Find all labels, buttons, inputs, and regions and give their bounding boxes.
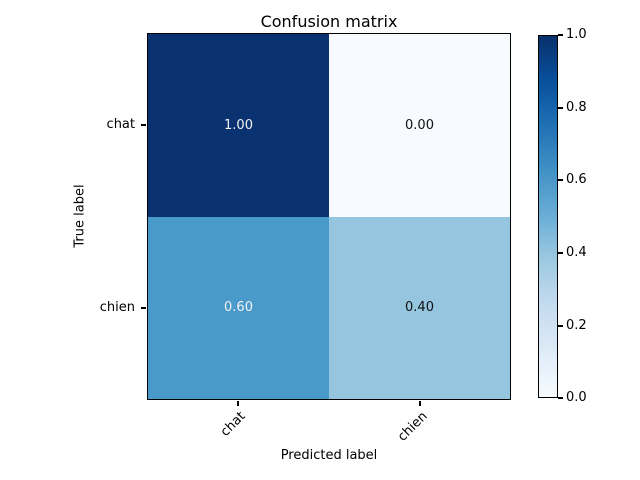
colorbar-tick-mark (558, 252, 563, 254)
cell-value-0-0: 1.00 (224, 117, 253, 133)
colorbar-tick-mark (558, 325, 563, 327)
cell-value-1-1: 0.40 (405, 300, 434, 316)
cell-value-1-0: 0.60 (224, 300, 253, 316)
x-tick-mark (419, 401, 421, 406)
colorbar-tick-mark (558, 397, 563, 399)
y-tick-label-chat: chat (106, 117, 135, 132)
colorbar-tick-mark (558, 179, 563, 181)
y-tick-mark (141, 307, 146, 309)
colorbar-tick-mark (558, 34, 563, 36)
colorbar (538, 35, 558, 398)
colorbar-tick-label: 0.2 (566, 318, 587, 333)
chart-title: Confusion matrix (260, 12, 398, 31)
colorbar-tick-label: 0.6 (566, 172, 587, 187)
matrix-cell-0-1: 0.00 (329, 34, 510, 217)
cell-value-0-1: 0.00 (405, 117, 434, 133)
colorbar-tick-label: 0.8 (566, 100, 587, 115)
x-axis-label: Predicted label (280, 448, 378, 463)
x-tick-mark (237, 401, 239, 406)
colorbar-tick-mark (558, 107, 563, 109)
matrix-cell-0-0: 1.00 (148, 34, 329, 217)
colorbar-tick-label: 0.0 (566, 390, 587, 405)
y-tick-label-chien: chien (99, 300, 135, 315)
matrix-cell-1-0: 0.60 (148, 216, 329, 399)
heatmap-grid: 1.00 0.00 0.60 0.40 (147, 33, 511, 400)
y-tick-mark (141, 124, 146, 126)
colorbar-tick-label: 0.4 (566, 245, 587, 260)
matrix-cell-1-1: 0.40 (329, 216, 510, 399)
colorbar-tick-label: 1.0 (566, 27, 587, 42)
y-axis-label: True label (72, 184, 88, 248)
